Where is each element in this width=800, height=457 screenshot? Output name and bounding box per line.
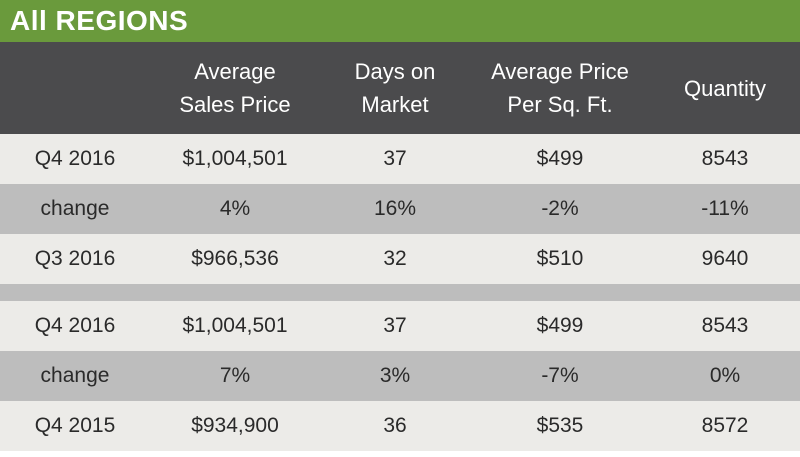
cell-avg-price: 7% [219,364,251,387]
cell-ppsf: $499 [536,314,584,337]
cell-ppsf: -7% [541,364,579,387]
row-label: change [40,364,110,387]
cell-qty: 8572 [701,414,749,437]
cell-qty: 0% [709,364,741,387]
cell-qty: 8543 [701,147,749,170]
header-average-price-per-sqft: Average Price Per Sq. Ft. [470,42,650,134]
header-line: Sales Price [179,92,291,117]
cell-ppsf: $499 [536,147,584,170]
header-line: Average [194,59,276,84]
group-divider [0,284,800,301]
row-label: Q4 2015 [34,414,116,437]
header-line: Quantity [684,75,766,101]
header-average-sales-price: Average Sales Price [150,42,320,134]
cell-avg-price: $934,900 [191,414,279,437]
header-line: Market [361,92,429,117]
header-line: Days on [354,59,436,84]
cell-qty: 8543 [701,314,749,337]
row-label: Q4 2016 [34,314,116,337]
cell-avg-price: 4% [219,197,251,220]
cell-avg-price: $1,004,501 [182,147,288,170]
cell-avg-price: $1,004,501 [182,314,288,337]
row-label: change [40,197,110,220]
table-row: change 4% 16% -2% -11% [0,184,800,234]
cell-qty: 9640 [701,247,749,270]
header-quantity: Quantity [650,42,800,134]
header-line: Average Price [491,59,629,84]
table-row: Q4 2016 $1,004,501 37 $499 8543 [0,301,800,351]
table-header: Average Sales Price Days on Market Avera… [0,42,800,134]
cell-ppsf: $535 [536,414,584,437]
row-label: Q4 2016 [34,147,116,170]
header-days-on-market: Days on Market [320,42,470,134]
cell-ppsf: -2% [541,197,579,220]
table-row: Q4 2015 $934,900 36 $535 8572 [0,401,800,451]
cell-days: 16% [373,197,417,220]
cell-days: 37 [383,314,407,337]
header-line: Per Sq. Ft. [507,92,613,117]
table-row: change 7% 3% -7% 0% [0,351,800,401]
cell-days: 32 [383,247,407,270]
table-row: Q3 2016 $966,536 32 $510 9640 [0,234,800,284]
table-row: Q4 2016 $1,004,501 37 $499 8543 [0,134,800,184]
table-title: All REGIONS [0,0,800,42]
cell-ppsf: $510 [536,247,584,270]
cell-days: 3% [379,364,411,387]
cell-avg-price: $966,536 [191,247,279,270]
row-label: Q3 2016 [34,247,116,270]
cell-days: 36 [383,414,407,437]
cell-qty: -11% [701,197,749,220]
cell-days: 37 [383,147,407,170]
